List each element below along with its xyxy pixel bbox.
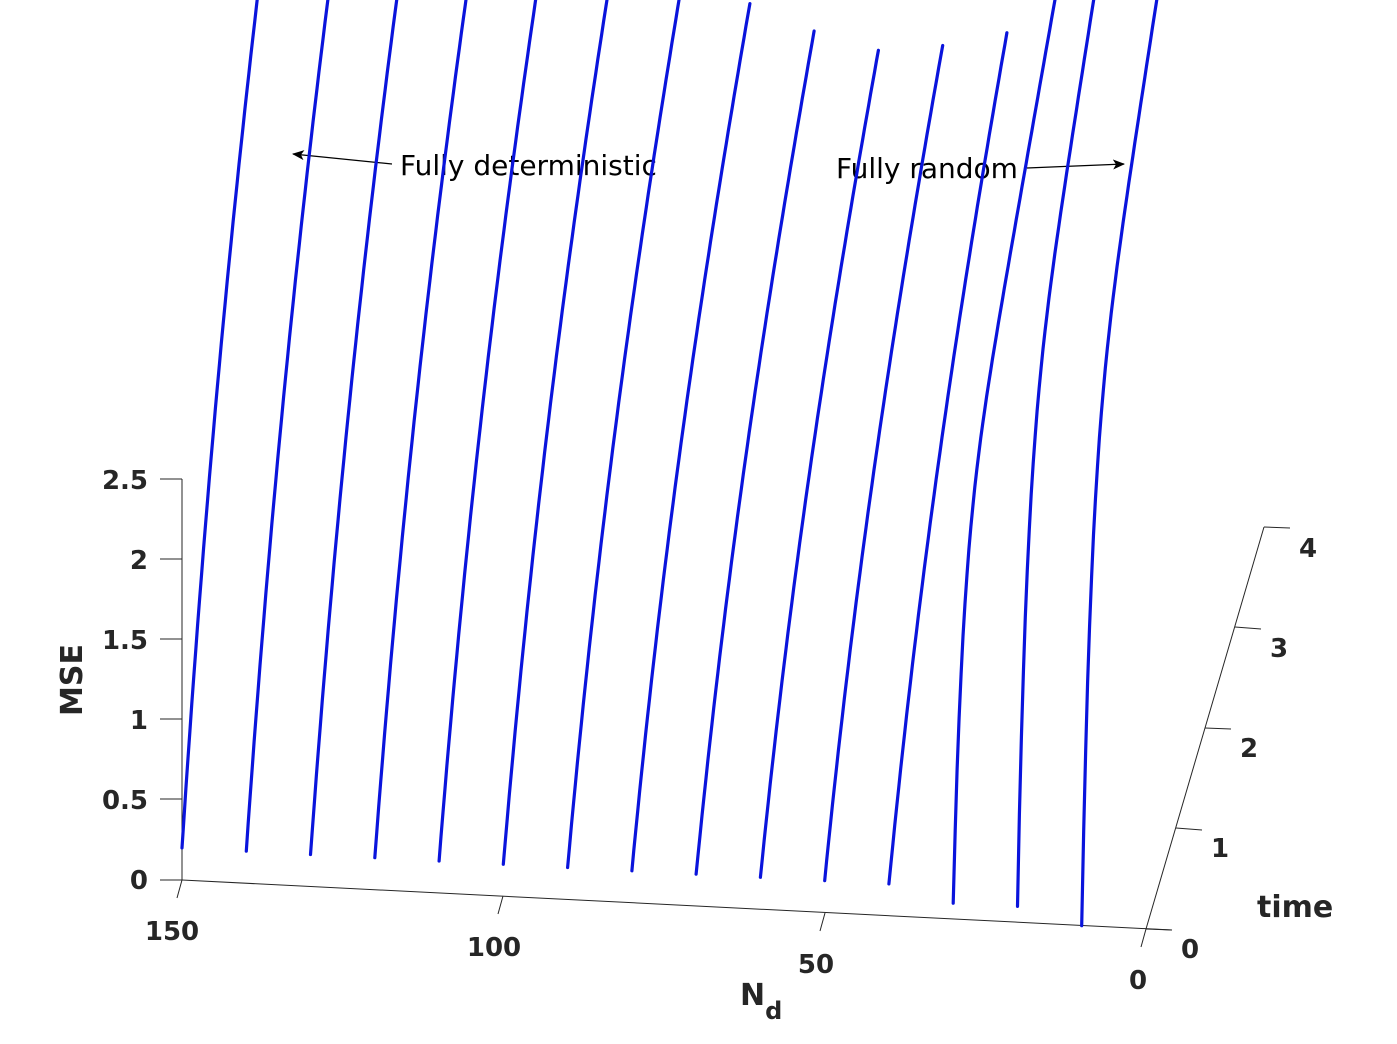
nd-axis-tick — [176, 879, 183, 899]
nd-axis-label-main: N — [740, 978, 765, 1013]
time-tick-label: 4 — [1299, 534, 1317, 564]
series-line-nd-30 — [951, 0, 1057, 905]
series-line-nd-110 — [437, 0, 538, 863]
mse-tick-label: 1 — [130, 706, 148, 736]
series-line-nd-100 — [501, 0, 609, 866]
time-tick-label: 3 — [1270, 634, 1288, 664]
time-axis-label: time — [1257, 890, 1333, 925]
fully-random-annotation: Fully random — [836, 152, 1018, 185]
time-tick-label: 2 — [1240, 734, 1258, 764]
mse-tick-label: 0 — [130, 866, 148, 896]
nd-axis-tick — [819, 912, 826, 932]
series-line-nd-50 — [823, 43, 945, 883]
mse-tick-label: 2 — [130, 546, 148, 576]
fully-random-arrow — [1026, 159, 1125, 170]
mse-axis-label: MSE — [55, 644, 90, 716]
nd-axis-label-subscript: d — [765, 997, 782, 1025]
series-line-nd-70 — [694, 29, 816, 876]
fully-deterministic-annotation: Fully deterministic — [400, 149, 657, 182]
nd-tick-label: 100 — [467, 933, 521, 963]
time-axis-tick — [1263, 526, 1291, 529]
nd-tick-label: 50 — [798, 950, 834, 980]
series-layer — [180, 0, 1159, 928]
time-tick-label: 1 — [1211, 834, 1229, 864]
series-line-nd-130 — [308, 0, 399, 857]
mse-tick-label: 0.5 — [102, 786, 148, 816]
nd-axis-tick — [497, 895, 504, 915]
series-line-nd-40 — [887, 31, 1009, 886]
time-axis-tick — [1175, 827, 1203, 831]
series-line-nd-90 — [565, 0, 681, 870]
axes — [160, 478, 1291, 948]
nd-axis-line — [181, 879, 1173, 931]
series-line-nd-140 — [244, 0, 330, 853]
mse-tick-label: 2.5 — [102, 466, 148, 496]
series-line-nd-120 — [373, 0, 468, 860]
mse-tick-label: 1.5 — [102, 626, 148, 656]
series-line-nd-80 — [630, 1, 752, 873]
time-axis-tick — [1204, 727, 1232, 730]
time-axis-tick — [1145, 928, 1173, 931]
nd-tick-label: 0 — [1129, 966, 1147, 996]
nd-axis-tick — [1140, 928, 1147, 948]
nd-tick-label: 150 — [145, 917, 199, 947]
nd-axis-label: Nd — [740, 978, 782, 1025]
time-axis-tick — [1234, 626, 1262, 630]
series-line-nd-150 — [180, 0, 259, 850]
series-line-nd-20 — [1015, 0, 1096, 909]
time-tick-label: 0 — [1181, 935, 1199, 965]
series-line-nd-60 — [758, 48, 881, 879]
series-line-nd-10 — [1080, 0, 1159, 928]
